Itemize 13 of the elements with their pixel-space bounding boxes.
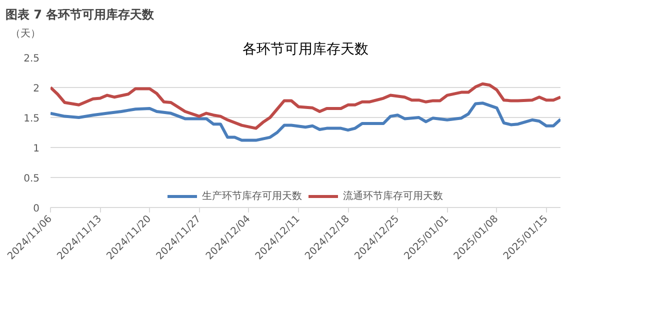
- y-tick-label: 0.5: [24, 174, 40, 184]
- y-tick-label: 0: [33, 204, 40, 214]
- y-axis-title: （天）: [10, 28, 40, 40]
- y-tick-label: 2.5: [24, 54, 40, 64]
- y-tick-label: 2: [33, 84, 40, 94]
- line-series: [50, 102, 560, 142]
- y-tick-label: 1: [33, 144, 40, 154]
- line-series: [50, 82, 560, 130]
- legend-label: 生产环节库存可用天数: [202, 190, 302, 203]
- text: 图表 7 各环节可用库存天数: [6, 8, 156, 22]
- y-tick-label: 1.5: [24, 114, 40, 124]
- legend-label: 流通环节库存可用天数: [343, 190, 443, 203]
- chart-title: 各环节可用库存天数: [242, 42, 368, 58]
